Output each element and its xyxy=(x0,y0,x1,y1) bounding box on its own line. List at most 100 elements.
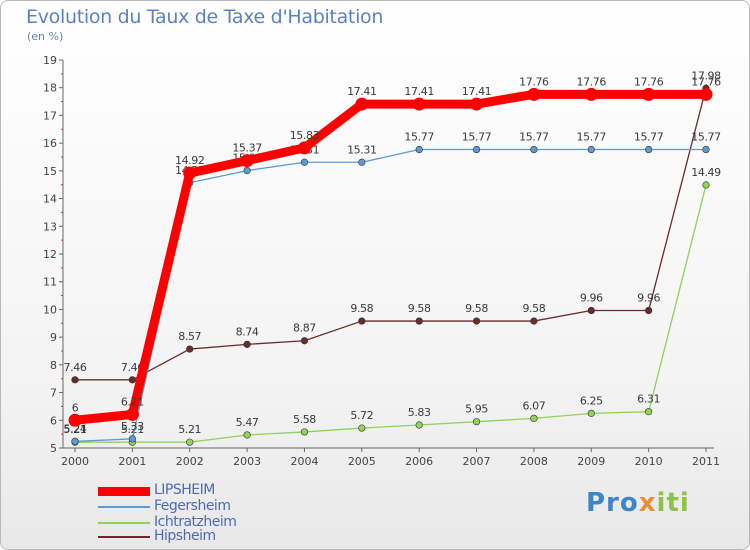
point-lipsheim xyxy=(699,87,713,101)
series-line-fegersheim xyxy=(74,148,707,442)
chart-title: Evolution du Taux de Taxe d'Habitation xyxy=(26,6,384,28)
point-fegersheim xyxy=(415,145,423,154)
y-tick-label: 13 xyxy=(43,220,57,233)
point-lipsheim xyxy=(527,87,541,101)
data-label-lipsheim: 17.76 xyxy=(691,75,721,88)
chart-unit: (en %) xyxy=(27,30,64,43)
y-tick-label: 18 xyxy=(43,82,57,95)
data-label-lipsheim: 17.76 xyxy=(519,75,549,88)
data-label-ichtratzheim: 5.21 xyxy=(178,423,201,436)
legend-item-hipsheim[interactable]: Hipsheim xyxy=(98,528,298,544)
y-tick-label: 6 xyxy=(50,414,57,427)
point-hipsheim xyxy=(472,317,481,325)
point-lipsheim xyxy=(297,141,311,155)
point-fegersheim xyxy=(530,145,538,154)
legend-swatch xyxy=(98,536,150,538)
x-tick-label: 2004 xyxy=(290,455,318,468)
legend-label: Fegersheim xyxy=(154,498,231,514)
legend-label: Ichtratzheim xyxy=(154,514,237,530)
point-fegersheim xyxy=(128,435,136,443)
data-label-ichtratzheim: 5.72 xyxy=(350,409,373,422)
x-tick-label: 2002 xyxy=(176,455,204,468)
data-label-fegersheim: 15.77 xyxy=(577,131,607,144)
point-ichtratzheim xyxy=(472,418,481,426)
data-label-hipsheim: 9.58 xyxy=(522,302,545,315)
data-label-lipsheim: 17.41 xyxy=(404,85,434,98)
point-lipsheim xyxy=(642,87,656,101)
series-line-lipsheim xyxy=(70,89,711,425)
data-label-lipsheim: 14.92 xyxy=(175,154,205,167)
y-tick-label: 15 xyxy=(43,165,57,178)
data-label-hipsheim: 9.58 xyxy=(408,302,431,315)
point-lipsheim xyxy=(125,407,139,421)
legend-item-fegersheim[interactable]: Fegersheim xyxy=(98,498,298,514)
data-label-ichtratzheim: 6.25 xyxy=(580,394,603,407)
data-label-lipsheim: 6 xyxy=(72,401,79,414)
data-label-hipsheim: 8.74 xyxy=(236,325,259,338)
x-tick-label: 2001 xyxy=(118,455,146,468)
legend-item-ichtratzheim[interactable]: Ichtratzheim xyxy=(98,514,298,530)
point-lipsheim xyxy=(240,154,254,168)
series-line-hipsheim xyxy=(74,87,707,381)
y-tick-label: 5 xyxy=(50,442,57,455)
point-ichtratzheim xyxy=(300,428,309,436)
point-hipsheim xyxy=(128,376,136,384)
x-tick-label: 2009 xyxy=(577,455,605,468)
point-fegersheim xyxy=(71,437,79,445)
point-hipsheim xyxy=(415,317,423,325)
legend-swatch xyxy=(98,522,150,524)
data-label-hipsheim: 9.58 xyxy=(350,302,373,315)
x-tick-label: 2007 xyxy=(463,455,491,468)
point-lipsheim xyxy=(68,413,82,427)
y-tick-label: 12 xyxy=(43,248,57,261)
point-ichtratzheim xyxy=(702,181,710,189)
point-ichtratzheim xyxy=(645,408,653,416)
point-fegersheim xyxy=(472,145,481,154)
data-label-lipsheim: 17.41 xyxy=(462,85,492,98)
legend-swatch xyxy=(98,487,150,496)
y-tick-label: 14 xyxy=(43,193,57,206)
y-tick-label: 16 xyxy=(43,137,57,150)
point-hipsheim xyxy=(300,337,309,345)
y-tick-label: 17 xyxy=(43,109,57,122)
data-label-ichtratzheim: 6.31 xyxy=(637,393,660,406)
data-label-ichtratzheim: 5.95 xyxy=(465,403,488,416)
legend-item-lipsheim[interactable]: LIPSHEIM xyxy=(98,482,298,498)
data-label-lipsheim: 17.41 xyxy=(347,85,377,98)
data-label-ichtratzheim: 5.21 xyxy=(121,423,144,436)
data-label-hipsheim: 9.96 xyxy=(637,292,660,305)
data-label-hipsheim: 8.57 xyxy=(178,330,201,343)
data-label-ichtratzheim: 5.21 xyxy=(64,423,87,436)
point-hipsheim xyxy=(358,317,366,325)
data-label-fegersheim: 15.77 xyxy=(462,131,492,144)
point-lipsheim xyxy=(355,97,369,111)
data-label-lipsheim: 15.37 xyxy=(232,142,262,155)
data-label-fegersheim: 15.31 xyxy=(347,143,377,156)
data-label-hipsheim: 9.58 xyxy=(465,302,488,315)
data-label-ichtratzheim: 5.58 xyxy=(293,413,316,426)
point-fegersheim xyxy=(300,158,309,166)
data-label-lipsheim: 6.21 xyxy=(121,395,144,408)
x-tick-label: 2010 xyxy=(635,455,663,468)
data-label-hipsheim: 9.96 xyxy=(580,292,603,305)
x-tick-label: 2003 xyxy=(233,455,261,468)
point-ichtratzheim xyxy=(186,438,194,446)
point-hipsheim xyxy=(645,306,653,315)
point-fegersheim xyxy=(358,158,366,166)
y-tick-label: 10 xyxy=(43,303,57,316)
x-tick-label: 2005 xyxy=(348,455,376,468)
y-tick-label: 11 xyxy=(43,276,57,289)
point-fegersheim xyxy=(702,145,710,154)
point-fegersheim xyxy=(645,145,653,154)
data-label-ichtratzheim: 5.83 xyxy=(408,406,431,419)
legend-label: Hipsheim xyxy=(154,528,216,544)
point-hipsheim xyxy=(71,376,79,384)
data-label-fegersheim: 5.24 xyxy=(64,422,87,435)
x-tick-label: 2008 xyxy=(520,455,548,468)
legend-swatch xyxy=(98,506,150,508)
x-tick-label: 2006 xyxy=(405,455,433,468)
point-lipsheim xyxy=(584,87,598,101)
point-fegersheim xyxy=(587,145,595,154)
x-tick-label: 2000 xyxy=(61,455,89,468)
